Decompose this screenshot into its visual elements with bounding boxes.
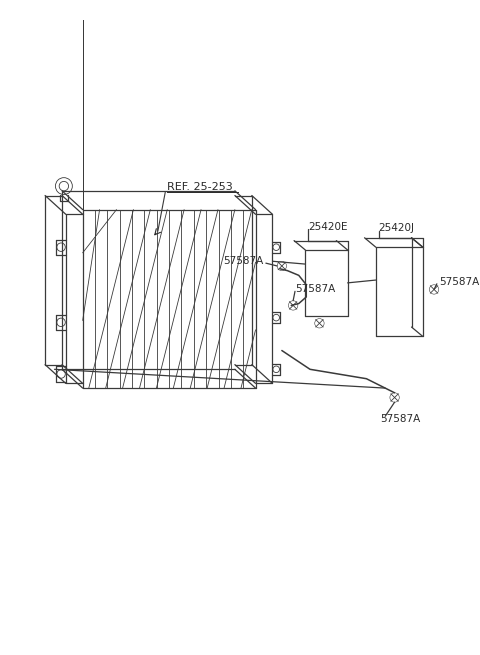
Text: 25420J: 25420J <box>379 223 415 233</box>
Text: 25420E: 25420E <box>308 221 348 231</box>
Text: REF. 25-253: REF. 25-253 <box>167 181 233 192</box>
Text: 57587A: 57587A <box>439 277 479 287</box>
Text: 57587A: 57587A <box>224 256 264 267</box>
Text: 57587A: 57587A <box>381 414 421 424</box>
Text: 57587A: 57587A <box>295 284 335 293</box>
